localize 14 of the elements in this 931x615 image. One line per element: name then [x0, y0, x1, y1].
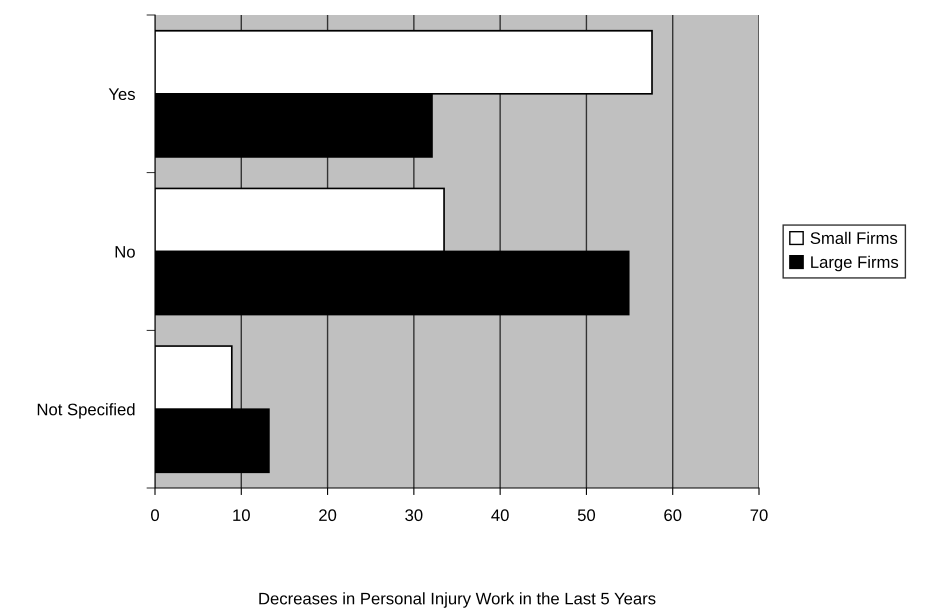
x-tick-label: 60 — [664, 509, 682, 522]
x-tick-label: 40 — [491, 509, 509, 522]
x-tick-label: 50 — [578, 509, 596, 522]
x-tick-label: 30 — [405, 509, 422, 522]
x-tick-label: 20 — [319, 509, 336, 522]
y-tick-label: Not Specified — [38, 403, 134, 419]
x-axis-title: Decreases in Personal Injury Work in the Last 5 Years — [259, 592, 656, 608]
legend-label: Large Firms — [811, 256, 898, 272]
y-tick-label: No — [116, 246, 135, 258]
legend-label: Small Firms — [810, 232, 898, 244]
x-tick-label: 10 — [233, 509, 250, 522]
x-tick-label: 70 — [750, 509, 768, 522]
y-tick-label: Yes — [108, 88, 135, 100]
x-tick-label: 0 — [151, 509, 159, 522]
